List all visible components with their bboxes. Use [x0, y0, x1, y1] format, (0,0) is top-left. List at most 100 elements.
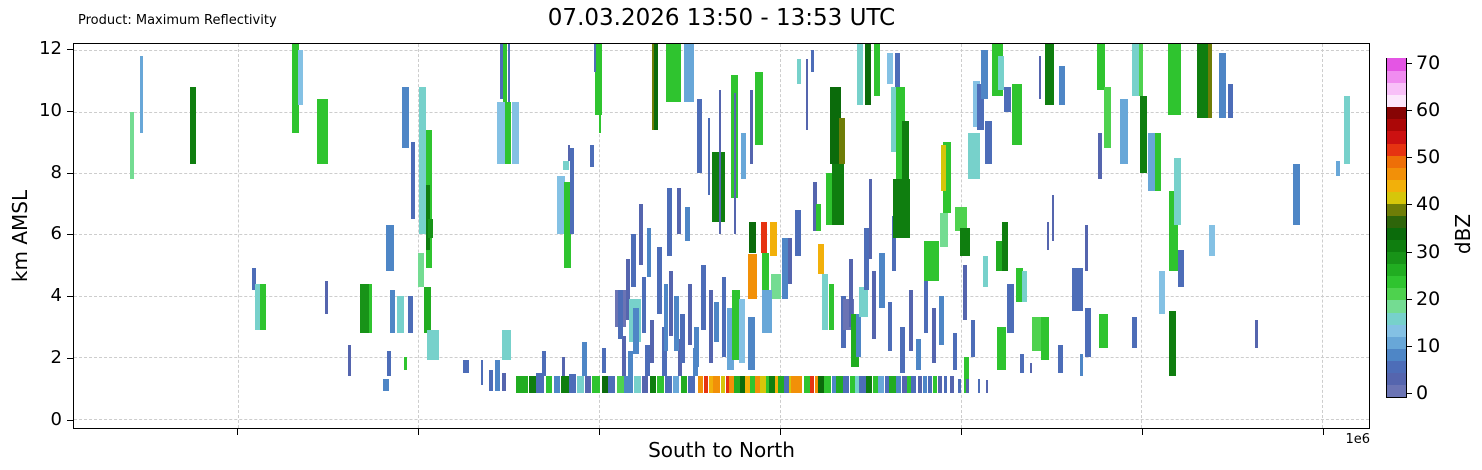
reflectivity-bar [955, 206, 967, 232]
reflectivity-bar [680, 314, 686, 364]
y-tick-mark [67, 172, 73, 174]
y-tick-label: 10 [39, 99, 62, 121]
colorbar-tick-mark [1407, 345, 1412, 347]
colorbar-segment [1387, 323, 1406, 337]
x-tick-mark [1323, 429, 1325, 435]
reflectivity-bar [553, 375, 561, 393]
reflectivity-bar [1219, 53, 1226, 118]
reflectivity-bar [569, 148, 574, 235]
reflectivity-bar [1207, 44, 1212, 118]
reflectivity-bar [584, 375, 592, 393]
reflectivity-bar [713, 302, 719, 342]
y-tick-mark [67, 49, 73, 51]
x-gridline [1322, 44, 1324, 428]
reflectivity-bar [963, 265, 967, 321]
reflectivity-bar [886, 53, 894, 84]
reflectivity-bar [872, 271, 877, 339]
reflectivity-bar [1254, 320, 1258, 349]
reflectivity-bar [821, 274, 829, 330]
reflectivity-bar [908, 289, 913, 352]
y-tick-label: 0 [50, 408, 62, 430]
colorbar-segment [1387, 311, 1406, 325]
reflectivity-bar [859, 375, 866, 393]
plot-area [73, 43, 1370, 429]
reflectivity-bar [317, 99, 328, 164]
colorbar-segment [1387, 239, 1406, 253]
colorbar-tick-label: 20 [1416, 287, 1441, 310]
reflectivity-bar [770, 274, 782, 299]
x-gridline [599, 44, 601, 428]
reflectivity-bar [887, 302, 893, 352]
reflectivity-bar [368, 283, 373, 333]
reflectivity-bar [856, 44, 864, 106]
reflectivity-bar [639, 203, 644, 266]
reflectivity-bar [943, 375, 948, 393]
reflectivity-bar [501, 372, 506, 392]
colorbar-segment [1387, 287, 1406, 301]
reflectivity-bar [408, 295, 413, 333]
reflectivity-bar [1292, 163, 1301, 226]
reflectivity-bar [816, 203, 822, 232]
reflectivity-bar [734, 93, 736, 235]
reflectivity-bar [721, 277, 727, 358]
reflectivity-bar [1041, 317, 1050, 361]
reflectivity-bar [734, 375, 740, 393]
reflectivity-bar [745, 375, 750, 393]
colorbar-segment [1387, 227, 1406, 241]
colorbar-tick-mark [1407, 157, 1412, 159]
reflectivity-bar [623, 375, 633, 393]
reflectivity-bar [680, 375, 688, 393]
reflectivity-bar [720, 375, 725, 393]
reflectivity-bar [831, 375, 837, 393]
colorbar-tick-label: 50 [1416, 146, 1441, 169]
reflectivity-bar [507, 44, 511, 112]
reflectivity-bar [292, 44, 299, 134]
reflectivity-bar [738, 298, 746, 364]
reflectivity-bar [775, 375, 780, 393]
reflectivity-bar [657, 246, 662, 315]
reflectivity-bar [895, 87, 905, 180]
reflectivity-bar [633, 308, 639, 355]
page-title: 07.03.2026 13:50 - 13:53 UTC [547, 5, 896, 31]
reflectivity-bar [1098, 314, 1109, 349]
reflectivity-bar [817, 375, 825, 393]
reflectivity-bar [567, 145, 570, 161]
reflectivity-bar [697, 99, 702, 173]
reflectivity-bar [854, 375, 861, 393]
reflectivity-bar [940, 212, 949, 247]
colorbar-tick-mark [1407, 251, 1412, 253]
reflectivity-bar [984, 120, 992, 164]
reflectivity-bar [963, 357, 969, 393]
reflectivity-bar [1154, 133, 1162, 192]
reflectivity-bar [781, 237, 789, 299]
reflectivity-bar [130, 111, 135, 180]
reflectivity-bar [1044, 44, 1054, 106]
reflectivity-bar [958, 378, 962, 393]
reflectivity-bar [560, 375, 569, 393]
colorbar-segment [1387, 70, 1406, 84]
reflectivity-bar [402, 87, 409, 149]
reflectivity-bar [390, 289, 395, 333]
reflectivity-bar [649, 375, 657, 393]
reflectivity-bar [1168, 311, 1176, 376]
reflectivity-bar [966, 378, 969, 393]
reflectivity-bar [879, 252, 885, 309]
reflectivity-bar [1085, 308, 1091, 358]
reflectivity-bar [896, 375, 902, 393]
x-tick-mark [418, 429, 419, 435]
reflectivity-bar [403, 357, 408, 370]
reflectivity-bar [1097, 133, 1102, 180]
y-tick-label: 2 [50, 346, 62, 368]
reflectivity-bar [997, 56, 1005, 91]
reflectivity-bar [504, 102, 512, 164]
x-tick-mark [779, 429, 781, 435]
reflectivity-bar [359, 283, 369, 333]
reflectivity-bar [749, 90, 753, 164]
colorbar-tick-label: 10 [1416, 334, 1441, 357]
reflectivity-bar [1097, 44, 1105, 91]
reflectivity-bar [748, 254, 758, 299]
reflectivity-bar [749, 375, 756, 393]
colorbar-segment [1387, 94, 1406, 108]
y-gridline [74, 295, 1369, 297]
